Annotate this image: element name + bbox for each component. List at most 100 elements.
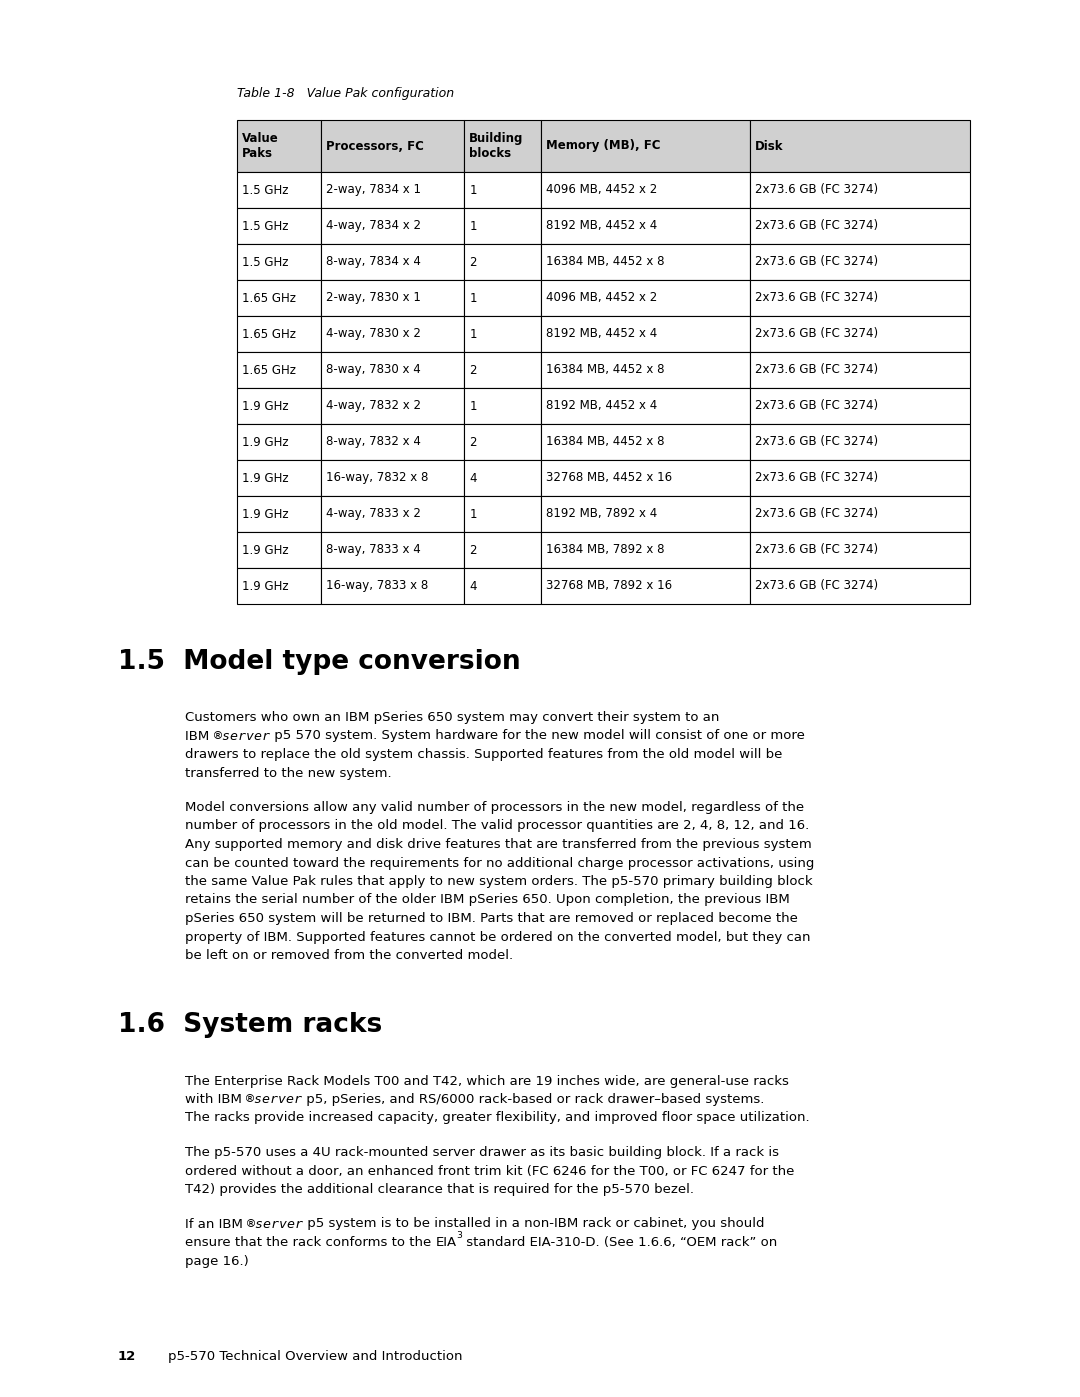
Bar [751, 279, 970, 316]
Text: 1: 1 [469, 400, 476, 412]
Bar [237, 388, 321, 425]
Text: 8-way, 7833 x 4: 8-way, 7833 x 4 [326, 543, 421, 556]
Text: 16-way, 7833 x 8: 16-way, 7833 x 8 [326, 580, 429, 592]
Bar [237, 172, 321, 208]
Bar [541, 172, 751, 208]
Bar [751, 388, 970, 425]
Text: 1.5 GHz: 1.5 GHz [242, 256, 288, 268]
Text: 16384 MB, 4452 x 8: 16384 MB, 4452 x 8 [546, 363, 664, 377]
Text: p5 570 system. System hardware for the new model will consist of one or more: p5 570 system. System hardware for the n… [270, 729, 805, 742]
Text: 2: 2 [469, 363, 476, 377]
Text: 2x73.6 GB (FC 3274): 2x73.6 GB (FC 3274) [755, 256, 878, 268]
Text: 4: 4 [469, 472, 476, 485]
Text: Building
blocks: Building blocks [469, 131, 524, 161]
Bar [464, 120, 541, 172]
Bar [464, 316, 541, 352]
Text: 1.65 GHz: 1.65 GHz [242, 363, 296, 377]
Text: 8-way, 7832 x 4: 8-way, 7832 x 4 [326, 436, 421, 448]
Text: 2x73.6 GB (FC 3274): 2x73.6 GB (FC 3274) [755, 183, 878, 197]
Text: 1: 1 [469, 327, 476, 341]
Text: 4096 MB, 4452 x 2: 4096 MB, 4452 x 2 [546, 292, 658, 305]
Text: can be counted toward the requirements for no additional charge processor activa: can be counted toward the requirements f… [185, 856, 814, 869]
Text: 2x73.6 GB (FC 3274): 2x73.6 GB (FC 3274) [755, 400, 878, 412]
Bar [541, 460, 751, 496]
Bar [541, 496, 751, 532]
Bar [321, 120, 464, 172]
Bar [751, 460, 970, 496]
Bar [541, 120, 751, 172]
Bar [464, 279, 541, 316]
Text: 16384 MB, 4452 x 8: 16384 MB, 4452 x 8 [546, 436, 664, 448]
Text: 2: 2 [469, 256, 476, 268]
Bar [464, 208, 541, 244]
Bar [464, 532, 541, 569]
Text: Memory (MB), FC: Memory (MB), FC [546, 140, 661, 152]
Text: The Enterprise Rack Models T00 and T42, which are 19 inches wide, are general-us: The Enterprise Rack Models T00 and T42, … [185, 1074, 788, 1087]
Text: transferred to the new system.: transferred to the new system. [185, 767, 392, 780]
Text: Model conversions allow any valid number of processors in the new model, regardl: Model conversions allow any valid number… [185, 800, 805, 814]
Bar [541, 532, 751, 569]
Bar [541, 352, 751, 388]
Text: The p5-570 uses a 4U rack-mounted server drawer as its basic building block. If : The p5-570 uses a 4U rack-mounted server… [185, 1146, 779, 1160]
Text: 1.5 GHz: 1.5 GHz [242, 183, 288, 197]
Bar [464, 569, 541, 604]
Bar [541, 388, 751, 425]
Text: 12: 12 [118, 1350, 136, 1363]
Text: 16384 MB, 7892 x 8: 16384 MB, 7892 x 8 [546, 543, 664, 556]
Bar [321, 316, 464, 352]
Text: 1.9 GHz: 1.9 GHz [242, 507, 288, 521]
Bar [237, 352, 321, 388]
Bar [464, 388, 541, 425]
Bar [541, 279, 751, 316]
Text: 2x73.6 GB (FC 3274): 2x73.6 GB (FC 3274) [755, 292, 878, 305]
Bar [751, 425, 970, 460]
Text: 2: 2 [469, 436, 476, 448]
Text: 8192 MB, 4452 x 4: 8192 MB, 4452 x 4 [546, 400, 658, 412]
Bar [237, 279, 321, 316]
Text: 1: 1 [469, 183, 476, 197]
Bar [464, 460, 541, 496]
Bar [237, 496, 321, 532]
Text: 1.65 GHz: 1.65 GHz [242, 292, 296, 305]
Text: 2: 2 [469, 543, 476, 556]
Text: page 16.): page 16.) [185, 1255, 248, 1267]
Bar [751, 172, 970, 208]
Text: T42) provides the additional clearance that is required for the p5-570 bezel.: T42) provides the additional clearance t… [185, 1183, 694, 1196]
Text: 2x73.6 GB (FC 3274): 2x73.6 GB (FC 3274) [755, 327, 878, 341]
Text: 1: 1 [469, 507, 476, 521]
Text: 8192 MB, 4452 x 4: 8192 MB, 4452 x 4 [546, 219, 658, 232]
Bar [751, 532, 970, 569]
Text: 4096 MB, 4452 x 2: 4096 MB, 4452 x 2 [546, 183, 658, 197]
Text: 2x73.6 GB (FC 3274): 2x73.6 GB (FC 3274) [755, 472, 878, 485]
Text: ®server: ®server [246, 1092, 302, 1106]
Bar [237, 532, 321, 569]
Text: 2x73.6 GB (FC 3274): 2x73.6 GB (FC 3274) [755, 507, 878, 521]
Text: 1.5  Model type conversion: 1.5 Model type conversion [118, 650, 521, 675]
Bar [751, 352, 970, 388]
Bar [464, 496, 541, 532]
Text: 3: 3 [457, 1231, 462, 1241]
Bar [541, 569, 751, 604]
Text: EIA: EIA [435, 1236, 457, 1249]
Text: Any supported memory and disk drive features that are transferred from the previ: Any supported memory and disk drive feat… [185, 838, 812, 851]
Bar [541, 425, 751, 460]
Text: 8-way, 7834 x 4: 8-way, 7834 x 4 [326, 256, 421, 268]
Text: 2x73.6 GB (FC 3274): 2x73.6 GB (FC 3274) [755, 219, 878, 232]
Text: 2x73.6 GB (FC 3274): 2x73.6 GB (FC 3274) [755, 436, 878, 448]
Bar [237, 316, 321, 352]
Text: pSeries 650 system will be returned to IBM. Parts that are removed or replaced b: pSeries 650 system will be returned to I… [185, 912, 798, 925]
Bar [464, 425, 541, 460]
Text: 2-way, 7834 x 1: 2-way, 7834 x 1 [326, 183, 421, 197]
Bar [541, 316, 751, 352]
Text: Processors, FC: Processors, FC [326, 140, 424, 152]
Text: 1.5 GHz: 1.5 GHz [242, 219, 288, 232]
Text: retains the serial number of the older IBM pSeries 650. Upon completion, the pre: retains the serial number of the older I… [185, 894, 789, 907]
Text: 1.9 GHz: 1.9 GHz [242, 436, 288, 448]
Text: p5, pSeries, and RS/6000 rack-based or rack drawer–based systems.: p5, pSeries, and RS/6000 rack-based or r… [302, 1092, 765, 1106]
Text: 4-way, 7834 x 2: 4-way, 7834 x 2 [326, 219, 421, 232]
Text: 2-way, 7830 x 1: 2-way, 7830 x 1 [326, 292, 421, 305]
Text: 4-way, 7830 x 2: 4-way, 7830 x 2 [326, 327, 421, 341]
Text: ®server: ®server [247, 1218, 303, 1231]
Text: 1.65 GHz: 1.65 GHz [242, 327, 296, 341]
Bar [237, 244, 321, 279]
